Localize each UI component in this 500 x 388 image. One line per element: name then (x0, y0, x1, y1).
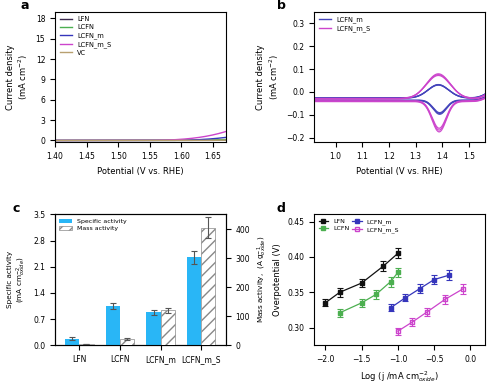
LCFN (52, 138, 58, 143)
VC (185, 138, 191, 143)
X-axis label: Potential (V vs. RHE): Potential (V vs. RHE) (356, 167, 443, 176)
LCFN (185, 138, 191, 143)
VC (121, 138, 127, 143)
Y-axis label: Current density
(mA cm$^{-2}$): Current density (mA cm$^{-2}$) (6, 44, 30, 110)
VC (70, 138, 75, 143)
Line: LCFN_m: LCFN_m (55, 137, 226, 140)
Y-axis label: Specific activity
(mA cm$^{-2}_{oxide}$): Specific activity (mA cm$^{-2}_{oxide}$) (6, 251, 28, 308)
Legend: LFN, LCFN, LCFN_m, LCFN_m_S, VC: LFN, LCFN, LCFN_m, LCFN_m_S, VC (58, 15, 112, 57)
LCFN_m (169, 138, 175, 143)
VC (127, 138, 133, 143)
LFN (185, 138, 191, 143)
LCFN_m (127, 138, 133, 143)
LFN (188, 138, 194, 143)
LCFN_m_S (188, 136, 194, 141)
LFN (121, 138, 127, 143)
Bar (65, 339, 80, 345)
Legend: LCFN_m, LCFN_m_S: LCFN_m, LCFN_m_S (318, 15, 372, 33)
LCFN_m (188, 138, 194, 142)
LCFN (121, 138, 127, 143)
LCFN_m_S (127, 138, 133, 143)
LCFN_m_S (52, 138, 58, 143)
LFN (222, 138, 228, 142)
Bar (160, 310, 175, 345)
Bar (202, 227, 215, 345)
LCFN (169, 138, 175, 143)
X-axis label: Log (j /mA cm$^{-2}_{oxide}$): Log (j /mA cm$^{-2}_{oxide}$) (360, 370, 439, 385)
Bar (120, 339, 134, 345)
LFN (70, 138, 75, 143)
Text: c: c (12, 202, 20, 215)
Bar (106, 306, 120, 345)
VC (52, 138, 58, 143)
Legend: LFN, LCFN, LCFN_m, LCFN_m_S: LFN, LCFN, LCFN_m, LCFN_m_S (318, 218, 400, 234)
Line: LCFN_m_S: LCFN_m_S (55, 132, 226, 140)
LCFN (188, 138, 194, 143)
LCFN (127, 138, 133, 143)
LFN (52, 138, 58, 143)
LCFN_m (222, 135, 228, 140)
LCFN_m (185, 138, 191, 142)
Text: b: b (277, 0, 285, 12)
LCFN_m (70, 138, 75, 143)
LCFN_m_S (70, 138, 75, 143)
Bar (80, 344, 94, 345)
Y-axis label: Mass activity,  (A g$^{-1}_{oxide}$): Mass activity, (A g$^{-1}_{oxide}$) (256, 236, 269, 324)
Bar (187, 258, 202, 345)
VC (188, 138, 194, 143)
LCFN (222, 137, 228, 142)
LCFN_m_S (169, 137, 175, 142)
LCFN_m_S (185, 137, 191, 141)
LCFN_m (121, 138, 127, 143)
LCFN_m_S (222, 129, 228, 134)
X-axis label: Potential (V vs. RHE): Potential (V vs. RHE) (97, 167, 184, 176)
LCFN_m (52, 138, 58, 143)
Legend: Specific activity, Mass activity: Specific activity, Mass activity (58, 218, 128, 233)
LFN (169, 138, 175, 143)
Text: a: a (21, 0, 29, 12)
VC (222, 138, 228, 142)
VC (169, 138, 175, 143)
LFN (127, 138, 133, 143)
LCFN_m_S (121, 138, 127, 143)
LCFN (70, 138, 75, 143)
Y-axis label: Current density
(mA cm$^{-2}$): Current density (mA cm$^{-2}$) (256, 44, 280, 110)
Bar (146, 312, 160, 345)
Text: d: d (277, 202, 285, 215)
Y-axis label: Overpotential (V): Overpotential (V) (273, 244, 282, 316)
